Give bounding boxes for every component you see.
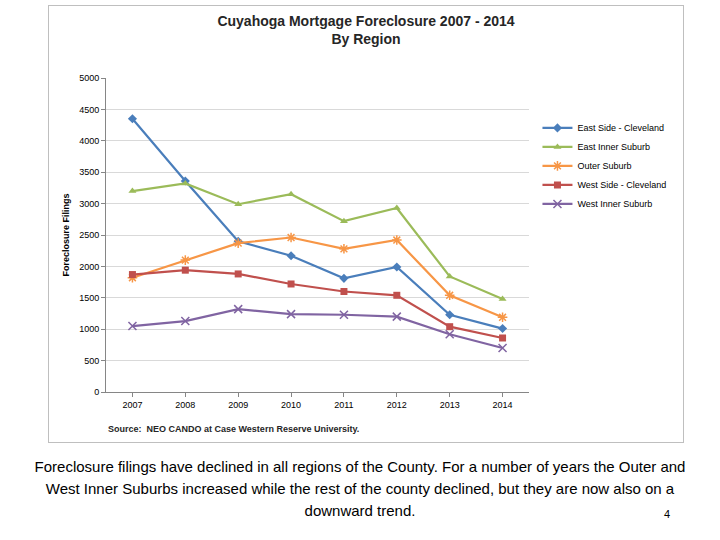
svg-text:3500: 3500	[79, 167, 99, 177]
svg-text:2014: 2014	[493, 400, 513, 410]
svg-text:3000: 3000	[79, 199, 99, 209]
svg-text:West Side - Cleveland: West Side - Cleveland	[577, 180, 666, 190]
svg-text:1500: 1500	[79, 293, 99, 303]
svg-text:2007: 2007	[122, 400, 142, 410]
svg-text:1000: 1000	[79, 324, 99, 334]
svg-text:500: 500	[84, 356, 99, 366]
svg-text:2000: 2000	[79, 262, 99, 272]
html-text:4: 4	[664, 508, 671, 520]
svg-text:Cuyahoga Mortgage Foreclosure: Cuyahoga Mortgage Foreclosure 2007 - 201…	[217, 13, 514, 47]
svg-text:2013: 2013	[440, 400, 460, 410]
svg-text:2012: 2012	[387, 400, 407, 410]
svg-text:0: 0	[94, 387, 99, 397]
svg-text:East Inner Suburb: East Inner Suburb	[577, 142, 650, 152]
svg-text:Foreclosure Filings: Foreclosure Filings	[61, 193, 71, 276]
svg-text:4000: 4000	[79, 136, 99, 146]
svg-text:4500: 4500	[79, 105, 99, 115]
svg-text:5000: 5000	[79, 73, 99, 83]
html-text:Foreclosure filings have decli: Foreclosure filings have declined in all…	[34, 458, 686, 519]
svg-text:Outer Suburb: Outer Suburb	[577, 161, 631, 171]
svg-text:2500: 2500	[79, 230, 99, 240]
svg-text:2009: 2009	[228, 400, 248, 410]
svg-text:West Inner Suburb: West Inner Suburb	[577, 199, 652, 209]
svg-text:2011: 2011	[334, 400, 353, 410]
svg-text:2008: 2008	[175, 400, 195, 410]
svg-text:East Side - Cleveland: East Side - Cleveland	[577, 123, 664, 133]
svg-text:Source: NEO CANDO at Case Wes: Source: NEO CANDO at Case Western Reserv…	[108, 424, 359, 434]
svg-text:2010: 2010	[281, 400, 301, 410]
